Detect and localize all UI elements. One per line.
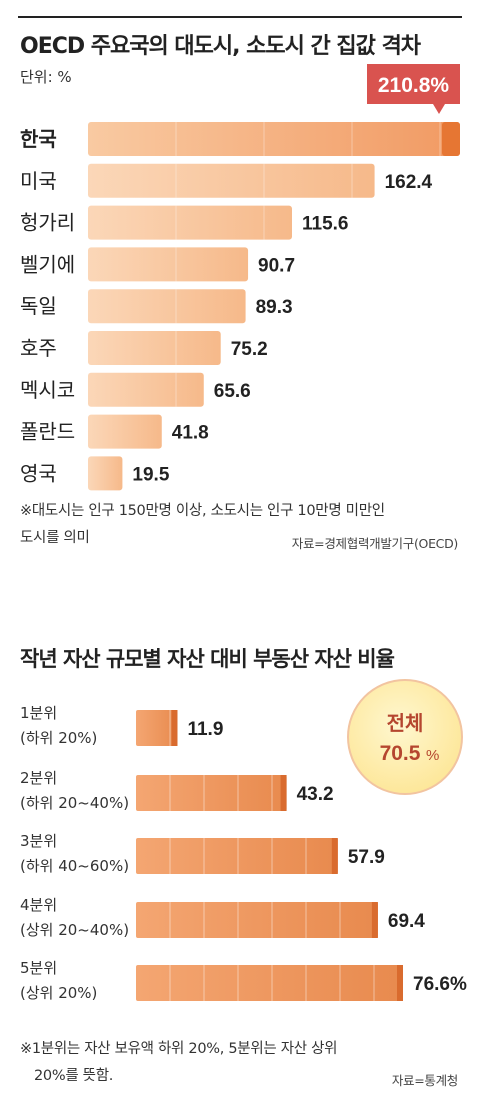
category-label: 독일 xyxy=(20,294,57,318)
callout-box xyxy=(367,64,460,104)
chart1-source: 자료=경제협력개발기구(OECD) xyxy=(291,536,459,551)
total-label: 전체 xyxy=(387,711,424,735)
bar-end-cap xyxy=(371,902,378,938)
value-label: 90.7 xyxy=(258,255,295,276)
callout-pointer xyxy=(433,104,445,114)
category-label: 1분위 xyxy=(20,704,57,722)
chart1-note-line-2: 도시를 의미 xyxy=(20,530,90,546)
bar xyxy=(88,331,221,365)
value-label: 115.6 xyxy=(302,214,349,235)
category-label: 한국 xyxy=(20,127,57,151)
category-label: 헝가리 xyxy=(20,211,75,235)
bar xyxy=(136,838,338,874)
category-sublabel: (상위 20%) xyxy=(20,984,97,1002)
chart2-note: ※1분위는 자산 보유액 하위 20%, 5분위는 자산 상위 20%를 뜻함. xyxy=(20,1036,337,1090)
value-label: 69.4 xyxy=(388,911,425,932)
category-label: 호주 xyxy=(20,336,57,360)
value-label: 162.4 xyxy=(385,172,433,193)
chart2-plot: 1분위 (하위 20%) 11.9 2분위 (하위 20~40%) 43.2 3분위 (하위 … xyxy=(20,679,467,1002)
bar xyxy=(88,456,123,491)
total-value: 70.5 xyxy=(380,742,421,765)
chart2-note-line-2: 20%를 뜻함. xyxy=(34,1068,114,1084)
category-label: 영국 xyxy=(20,461,57,485)
bar-end-cap xyxy=(280,775,287,811)
category-sublabel: (상위 20~40%) xyxy=(20,921,129,939)
chart2-note-line-1: ※1분위는 자산 보유액 하위 20%, 5분위는 자산 상위 xyxy=(20,1041,338,1057)
bar xyxy=(88,414,162,449)
category-label: 벨기에 xyxy=(20,252,75,276)
value-label: 65.6 xyxy=(214,381,251,402)
bar xyxy=(88,247,249,282)
category-sublabel: (하위 20%) xyxy=(20,729,97,747)
bar xyxy=(136,775,287,811)
total-circle xyxy=(347,679,463,795)
category-sublabel: (하위 20~40%) xyxy=(20,794,129,812)
bar xyxy=(88,205,292,240)
chart1-title: OECD 주요국의 대도시, 소도시 간 집값 격차 xyxy=(20,34,421,59)
value-label: 11.9 xyxy=(187,719,223,740)
chart2-title: 작년 자산 규모별 자산 대비 부동산 자산 비율 xyxy=(20,647,395,671)
value-label: 19.5 xyxy=(132,464,169,485)
chart1-note-line-1: ※대도시는 인구 150만명 이상, 소도시는 인구 10만명 미만인 xyxy=(20,503,385,519)
bar-end-cap xyxy=(397,965,403,1001)
bar xyxy=(88,289,246,324)
category-label: 3분위 xyxy=(20,832,57,850)
bar-end-cap xyxy=(331,838,338,874)
chart2-source: 자료=통계청 xyxy=(391,1073,458,1088)
category-label: 멕시코 xyxy=(20,378,75,402)
bar-end-cap xyxy=(171,710,178,746)
value-label: 75.2 xyxy=(231,339,268,360)
value-label: 89.3 xyxy=(256,297,293,318)
chart1-unit: 단위: % xyxy=(20,68,72,86)
bar xyxy=(136,965,403,1001)
category-label: 미국 xyxy=(20,169,57,193)
value-label: 43.2 xyxy=(297,784,334,805)
callout-value-label: 210.8% xyxy=(378,74,450,97)
bar xyxy=(88,163,375,198)
bar xyxy=(88,122,460,156)
category-label: 4분위 xyxy=(20,896,57,914)
value-label: 41.8 xyxy=(172,423,209,444)
bar xyxy=(136,902,378,938)
value-label: 76.6% xyxy=(413,974,467,995)
chart1-note: ※대도시는 인구 150만명 이상, 소도시는 인구 10만명 미만인 도시를 … xyxy=(20,498,385,552)
value-label: 57.9 xyxy=(348,847,385,868)
category-label: 폴란드 xyxy=(20,420,75,444)
bar-end-highlight xyxy=(442,122,460,156)
category-label: 5분위 xyxy=(20,959,57,977)
top-rule xyxy=(18,16,462,18)
category-sublabel: (하위 40~60%) xyxy=(20,857,129,875)
category-label: 2분위 xyxy=(20,769,57,787)
bar xyxy=(88,372,204,407)
total-unit: % xyxy=(426,747,439,764)
bar xyxy=(136,710,178,746)
